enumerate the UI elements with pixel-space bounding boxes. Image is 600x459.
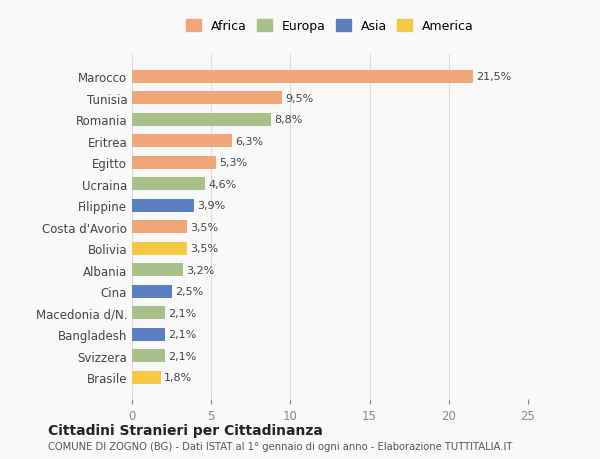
- Text: 5,3%: 5,3%: [219, 158, 247, 168]
- Bar: [132, 199, 194, 212]
- Legend: Africa, Europa, Asia, America: Africa, Europa, Asia, America: [182, 17, 478, 37]
- Text: 3,5%: 3,5%: [191, 222, 219, 232]
- Text: 8,8%: 8,8%: [275, 115, 303, 125]
- Bar: [132, 263, 182, 276]
- Bar: [132, 157, 216, 169]
- Text: 3,2%: 3,2%: [186, 265, 214, 275]
- Bar: [132, 349, 165, 362]
- Text: 9,5%: 9,5%: [286, 94, 314, 104]
- Text: 2,1%: 2,1%: [169, 308, 197, 318]
- Bar: [132, 285, 172, 298]
- Bar: [132, 71, 473, 84]
- Bar: [132, 221, 187, 234]
- Bar: [132, 92, 283, 105]
- Text: 2,5%: 2,5%: [175, 286, 203, 297]
- Bar: [132, 113, 271, 127]
- Text: 6,3%: 6,3%: [235, 136, 263, 146]
- Bar: [132, 371, 161, 384]
- Text: Cittadini Stranieri per Cittadinanza: Cittadini Stranieri per Cittadinanza: [48, 423, 323, 437]
- Bar: [132, 178, 205, 191]
- Text: 3,9%: 3,9%: [197, 201, 225, 211]
- Text: 1,8%: 1,8%: [164, 372, 192, 382]
- Text: 2,1%: 2,1%: [169, 351, 197, 361]
- Bar: [132, 135, 232, 148]
- Text: 2,1%: 2,1%: [169, 330, 197, 339]
- Text: COMUNE DI ZOGNO (BG) - Dati ISTAT al 1° gennaio di ogni anno - Elaborazione TUTT: COMUNE DI ZOGNO (BG) - Dati ISTAT al 1° …: [48, 441, 512, 451]
- Text: 4,6%: 4,6%: [208, 179, 236, 189]
- Bar: [132, 328, 165, 341]
- Bar: [132, 307, 165, 319]
- Text: 21,5%: 21,5%: [476, 72, 511, 82]
- Bar: [132, 242, 187, 255]
- Text: 3,5%: 3,5%: [191, 244, 219, 254]
